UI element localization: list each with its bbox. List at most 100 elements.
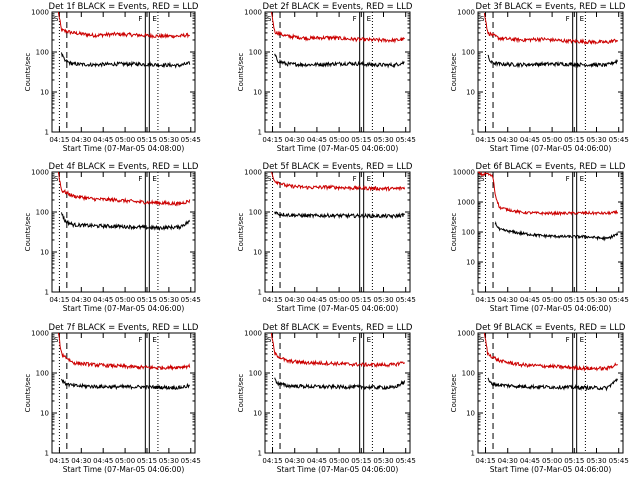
lld-rate-line [270, 11, 405, 44]
x-axis-label: Start Time (07-Mar-05 04:08:00) [63, 144, 185, 153]
events-rate-line [274, 377, 406, 391]
panel-det-1: Det 1f BLACK = Events, RED = LLD 1 10 100 10… [24, 2, 201, 153]
x-tick-label: 05:30 [586, 457, 606, 465]
y-tick-label: 10 [253, 89, 262, 97]
y-tick-label: 100 [462, 370, 475, 378]
y-tick-label: 1 [258, 289, 262, 297]
y-tick-label: 1 [258, 129, 262, 137]
x-tick-label: 05:45 [609, 457, 629, 465]
marker-label-s: S [54, 175, 59, 183]
x-tick-label: 05:45 [181, 136, 201, 144]
x-tick-label: 05:00 [115, 136, 135, 144]
x-tick-label: 05:30 [159, 457, 179, 465]
x-tick-label: 05:30 [159, 136, 179, 144]
panel-title: Det 6f BLACK = Events, RED = LLD [476, 162, 626, 172]
panel-det-4: Det 4f BLACK = Events, RED = LLD 1 10 100 10… [24, 162, 201, 313]
x-tick-label: 04:45 [93, 136, 113, 144]
lld-rate-line [477, 171, 619, 217]
lld-rate-line [57, 171, 191, 207]
x-axis-label: Start Time (07-Mar-05 04:06:00) [490, 144, 612, 153]
y-tick-label: 100 [249, 370, 262, 378]
x-tick-label: 04:30 [498, 457, 518, 465]
x-tick-label: 04:15 [475, 136, 495, 144]
y-tick-label: 1 [258, 450, 262, 458]
y-tick-label: 10 [253, 249, 262, 257]
x-tick-label: 05:15 [564, 296, 584, 304]
x-tick-label: 04:15 [49, 457, 69, 465]
events-rate-line [61, 52, 191, 69]
x-tick-label: 05:45 [396, 136, 416, 144]
y-tick-label: 10 [40, 249, 49, 257]
x-tick-label: 05:30 [373, 457, 393, 465]
marker-label-e: E [367, 175, 371, 183]
x-tick-label: 04:30 [71, 136, 91, 144]
x-tick-label: 04:45 [520, 296, 540, 304]
marker-label-f: F [566, 175, 570, 183]
events-rate-line [61, 212, 191, 231]
panel-det-6: Det 6f BLACK = Events, RED = LLD 1 10 100 10… [450, 162, 629, 313]
y-tick-label: 10 [40, 89, 49, 97]
panel-det-9: Det 9f BLACK = Events, RED = LLD 1 10 100 10… [450, 323, 629, 474]
y-axis-label: Counts/sec [237, 374, 245, 413]
marker-label-e: E [580, 175, 584, 183]
plot-frame [477, 332, 624, 454]
x-tick-label: 05:00 [115, 296, 135, 304]
marker-label-e: E [367, 336, 371, 344]
x-tick-label: 04:15 [262, 136, 282, 144]
events-rate-line [274, 53, 405, 69]
x-tick-label: 04:30 [285, 296, 305, 304]
y-tick-label: 10000 [453, 169, 475, 177]
events-rate-line [274, 211, 405, 220]
y-tick-label: 10 [253, 410, 262, 418]
x-tick-label: 04:15 [49, 136, 69, 144]
marker-label-e: E [152, 15, 156, 23]
marker-label-s: S [54, 336, 59, 344]
marker-label-e: E [367, 15, 371, 23]
y-tick-label: 1000 [31, 9, 49, 17]
x-axis-label: Start Time (07-Mar-05 04:06:00) [63, 304, 185, 313]
marker-label-f: F [353, 15, 357, 23]
x-tick-label: 05:15 [351, 296, 371, 304]
y-tick-label: 100 [36, 209, 49, 217]
panel-title: Det 7f BLACK = Events, RED = LLD [49, 323, 199, 333]
x-tick-label: 05:15 [564, 457, 584, 465]
y-tick-label: 1 [471, 129, 475, 137]
y-tick-label: 1 [45, 129, 49, 137]
marker-label-s: S [267, 336, 272, 344]
y-tick-label: 100 [249, 209, 262, 217]
x-tick-label: 05:00 [542, 136, 562, 144]
x-tick-label: 05:15 [137, 457, 157, 465]
y-tick-label: 10 [466, 410, 475, 418]
marker-label-f: F [138, 15, 142, 23]
lld-rate-line [483, 13, 619, 46]
y-tick-label: 1 [471, 450, 475, 458]
lld-rate-line [57, 332, 191, 371]
y-tick-label: 1000 [457, 330, 475, 338]
y-tick-label: 100 [462, 229, 475, 237]
y-axis-label: Counts/sec [24, 213, 32, 252]
x-tick-label: 04:45 [307, 457, 327, 465]
panel-title: Det 9f BLACK = Events, RED = LLD [476, 323, 626, 333]
panel-det-8: Det 8f BLACK = Events, RED = LLD 1 10 100 10… [237, 323, 416, 474]
marker-label-e: E [152, 336, 156, 344]
x-tick-label: 04:45 [93, 457, 113, 465]
x-tick-label: 04:30 [498, 136, 518, 144]
x-tick-label: 05:15 [137, 296, 157, 304]
x-tick-label: 05:45 [609, 296, 629, 304]
x-tick-label: 04:30 [498, 296, 518, 304]
x-tick-label: 05:00 [329, 457, 349, 465]
plot-frame [51, 11, 196, 133]
x-tick-label: 04:30 [71, 457, 91, 465]
events-rate-line [494, 220, 619, 242]
x-axis-label: Start Time (07-Mar-05 04:06:00) [490, 304, 612, 313]
marker-label-s: S [267, 175, 272, 183]
x-tick-label: 04:15 [475, 457, 495, 465]
y-axis-label: Counts/sec [450, 53, 458, 92]
marker-label-s: S [267, 15, 272, 23]
x-axis-label: Start Time (07-Mar-05 04:06:00) [490, 465, 612, 474]
y-axis-label: Counts/sec [24, 53, 32, 92]
x-tick-label: 05:30 [373, 296, 393, 304]
x-tick-label: 04:15 [262, 457, 282, 465]
x-tick-label: 05:00 [542, 296, 562, 304]
y-tick-label: 1000 [244, 9, 262, 17]
